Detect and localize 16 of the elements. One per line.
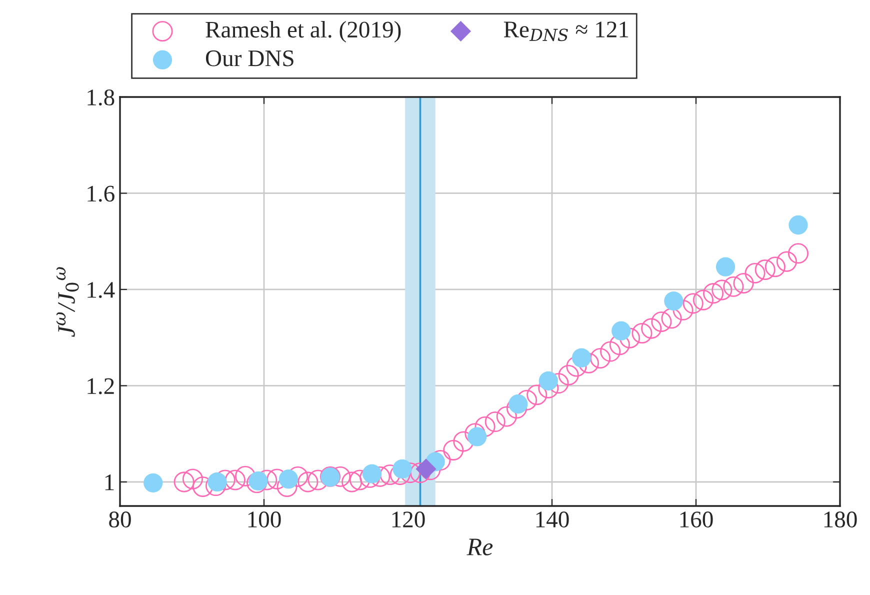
y-tick-label: 1.8 (88, 89, 114, 106)
x-tick-label: 80 (109, 512, 131, 528)
y-tick-label: 1.6 (88, 186, 114, 202)
legend-label: Re$_{DNS}$ ≈ 121 (504, 22, 628, 42)
legend-label: Our DNS (206, 50, 294, 66)
legend-label: Ramesh et al. (2019) (206, 21, 401, 42)
x-tick-label: 120 (392, 512, 425, 528)
x-axis-title: Re (466, 538, 493, 556)
x-tick-label: 180 (824, 512, 857, 528)
x-tick-label: 160 (680, 512, 713, 528)
y-tick-label: 1 (105, 474, 114, 490)
y-tick-label: 1.2 (88, 378, 114, 394)
y-tick-label: 1.4 (88, 282, 115, 298)
y-axis-title: J$^{ω}$/J$_{0}$$^{ω}$ (56, 267, 79, 337)
x-tick-label: 100 (248, 512, 281, 528)
x-tick-label: 140 (536, 512, 569, 528)
